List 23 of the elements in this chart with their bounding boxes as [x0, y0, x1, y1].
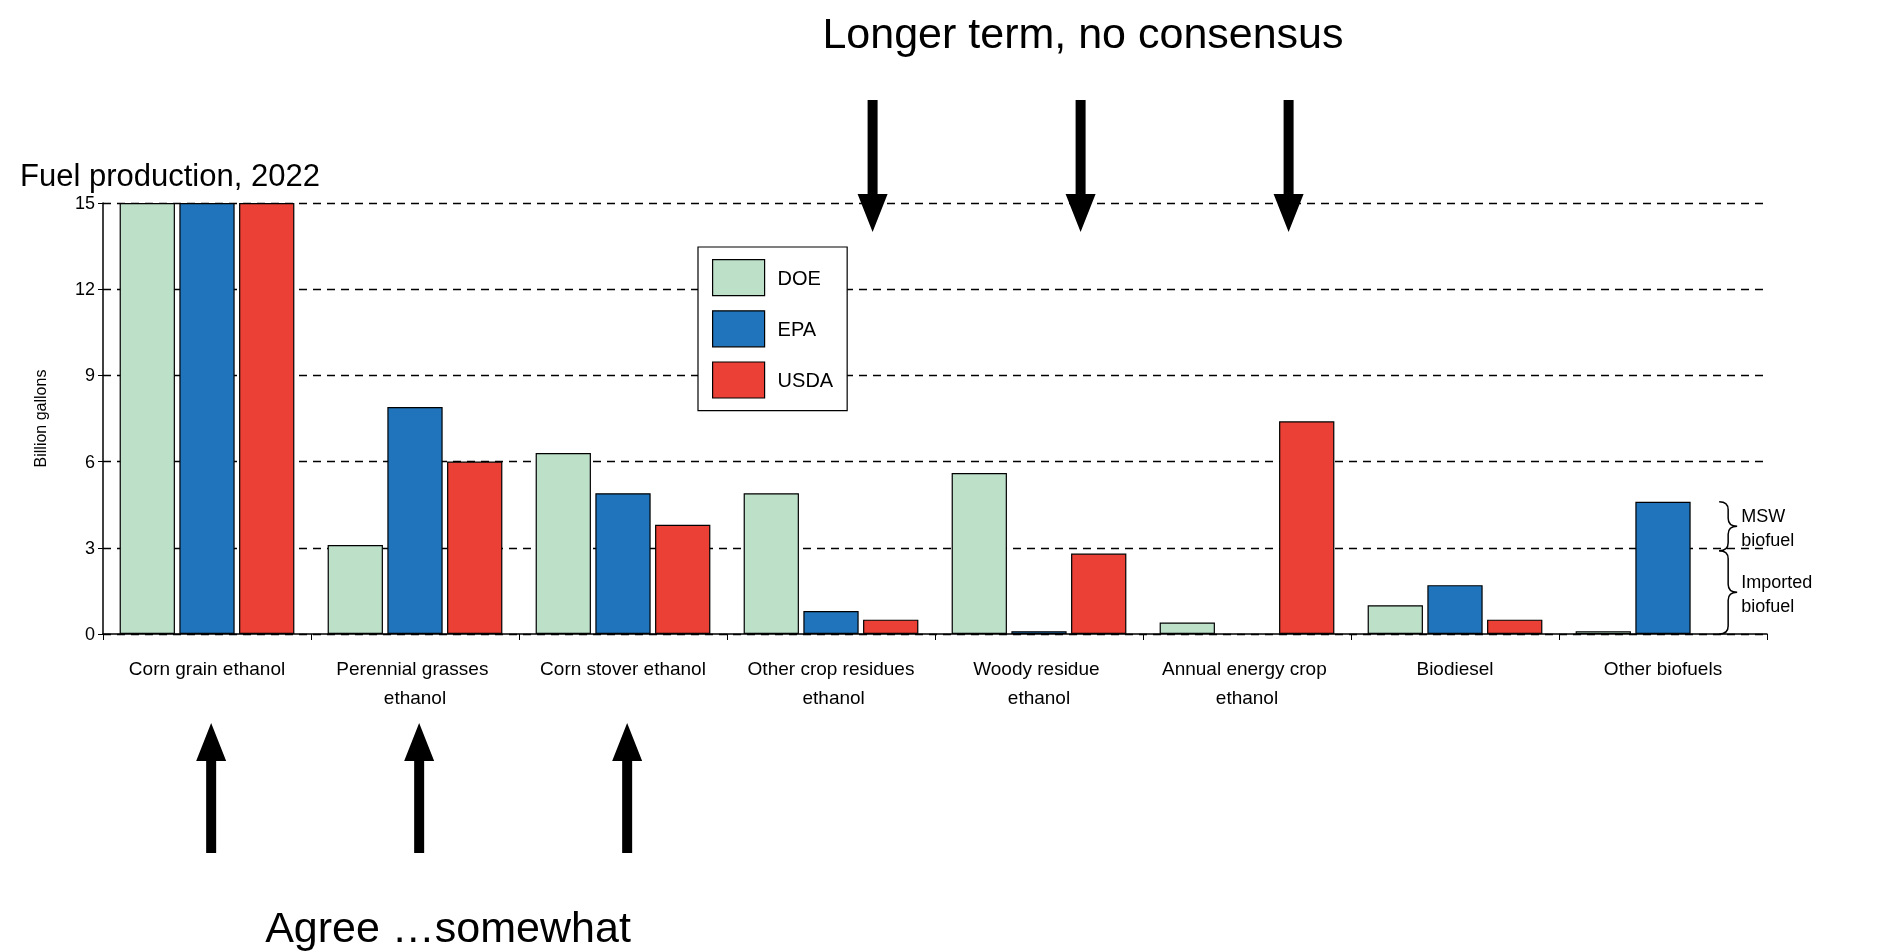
chart-title: Fuel production, 2022: [20, 158, 320, 193]
x-tick-label: Corn stover ethanol: [540, 658, 706, 679]
x-tick-label: Corn grain ethanol: [128, 658, 286, 679]
text: Agree …somewhat: [265, 903, 631, 951]
x-tick-label: Other crop residues ethanol: [747, 658, 915, 708]
y-axis-title: Billion gallons: [31, 369, 49, 468]
x-tick-label: Woody residue ethanol: [973, 658, 1105, 708]
x-tick-label: Perennial grasses ethanol: [336, 658, 494, 708]
text: Longer term, no consensus: [822, 9, 1344, 57]
y-tick-label: 6: [84, 451, 95, 472]
annotation: MSW biofuel: [1741, 506, 1795, 551]
x-tick-label: Other biofuels: [1603, 658, 1723, 679]
annotation: Imported biofuel: [1741, 572, 1813, 617]
y-tick-label: 3: [84, 537, 95, 558]
legend-label: DOE: [777, 266, 821, 289]
x-tick-label: Biodiesel: [1416, 658, 1494, 679]
y-tick-label: 15: [74, 193, 95, 213]
legend-label: USDA: [777, 369, 834, 391]
y-tick-label: 0: [84, 624, 95, 644]
legend-label: EPA: [777, 317, 817, 340]
y-tick-label: 12: [74, 279, 95, 300]
y-tick-label: 9: [84, 365, 95, 386]
x-tick-label: Annual energy crop ethanol: [1161, 658, 1333, 708]
